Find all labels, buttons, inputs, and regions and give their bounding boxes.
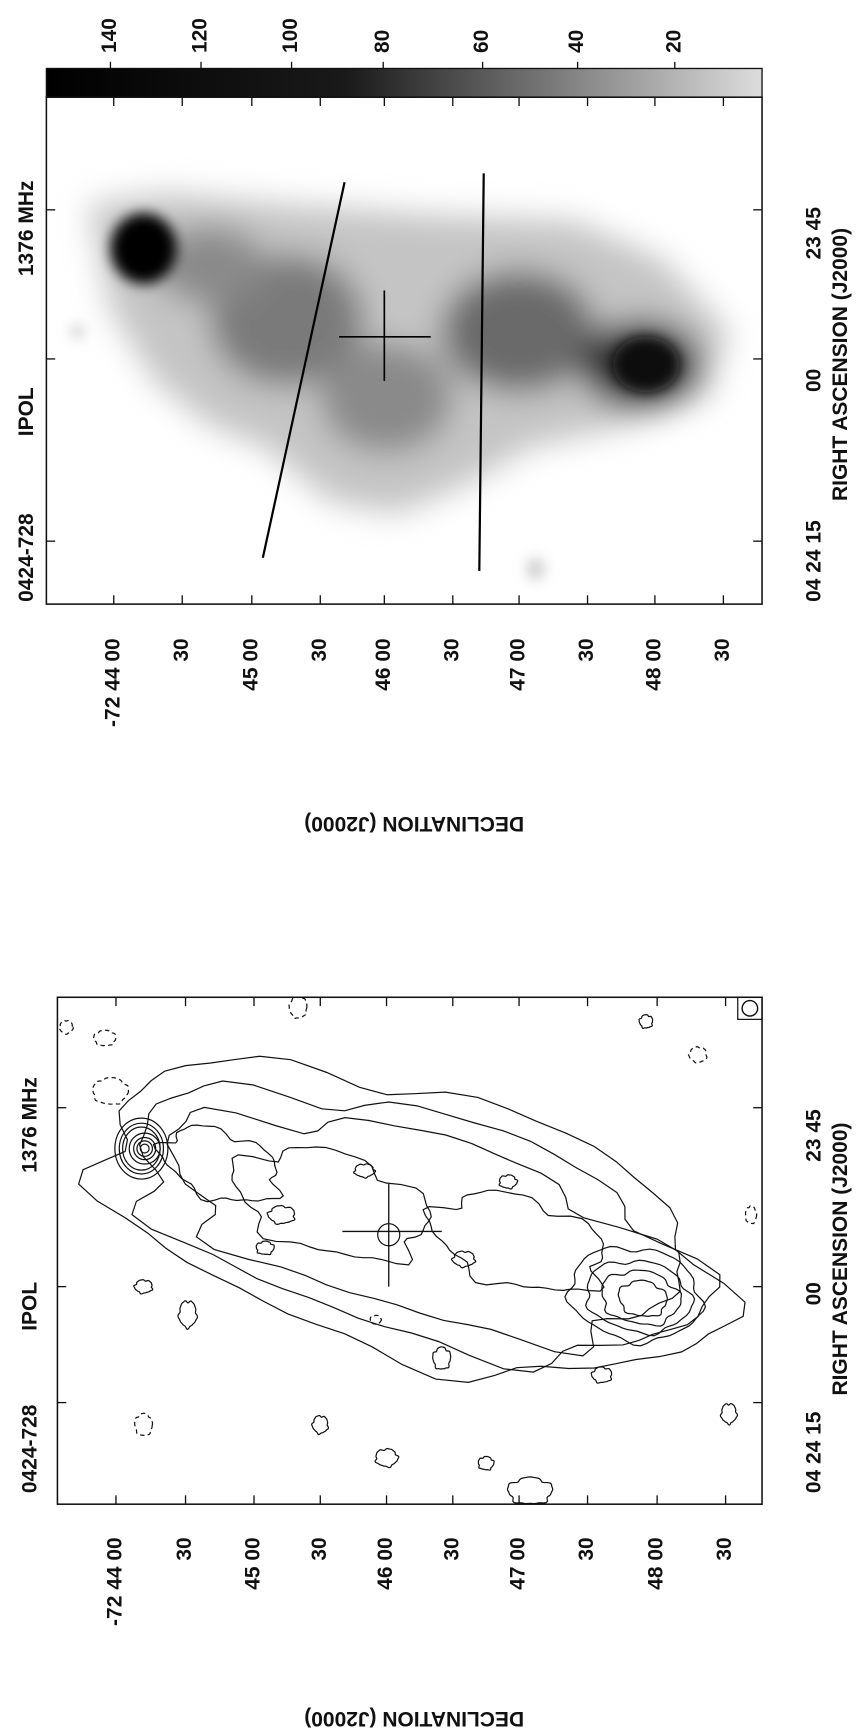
colorbar-tick-label: 120 xyxy=(189,18,212,53)
contour xyxy=(131,1080,721,1373)
panel-title: IPOL xyxy=(15,387,38,436)
contour xyxy=(92,1076,130,1105)
contour xyxy=(687,1046,708,1064)
dec-tick-label: 30 xyxy=(440,638,463,661)
contour xyxy=(177,1300,199,1331)
contour xyxy=(311,1414,330,1436)
contour xyxy=(506,1476,554,1505)
contour xyxy=(450,1250,477,1269)
contour xyxy=(477,1455,495,1471)
figure-content: 0424-728 IPOL 1376 MHz -72 44 00 30 45 00 30 46… xyxy=(15,18,852,1730)
beam-box xyxy=(737,996,763,1020)
contour xyxy=(133,1136,157,1161)
contour xyxy=(93,1029,117,1047)
contour xyxy=(77,1055,746,1383)
dec-tick-label: 30 xyxy=(308,1537,331,1560)
contour xyxy=(617,1279,668,1317)
ra-tick-label: 23 45 xyxy=(803,1109,826,1162)
colorbar-tick-label: 40 xyxy=(565,30,588,53)
dec-tick-label: 30 xyxy=(575,638,598,661)
contour xyxy=(134,1412,154,1436)
ra-tick-label: 00 xyxy=(803,1282,826,1305)
panel-title: IPOL xyxy=(18,1282,41,1331)
colorbar-tick-label: 60 xyxy=(470,30,493,53)
contour xyxy=(152,1124,285,1203)
contour xyxy=(58,1019,74,1036)
contour-map xyxy=(58,997,758,1505)
dec-tick-label: 30 xyxy=(308,638,331,661)
contour xyxy=(498,1174,519,1190)
greyscale-image xyxy=(70,173,729,580)
contour xyxy=(601,1269,683,1327)
contour xyxy=(231,1146,432,1266)
dec-tick-label: 47 00 xyxy=(507,638,530,690)
contour xyxy=(590,1366,613,1384)
panel-title: 0424-728 xyxy=(15,513,38,602)
colorbar-tick-label: 100 xyxy=(279,18,302,53)
dec-tick-label: 48 00 xyxy=(642,638,665,690)
ra-tick-label: 04 24 15 xyxy=(803,1411,826,1493)
slice-line xyxy=(478,173,485,571)
contour xyxy=(139,1143,150,1154)
dec-tick-label: 30 xyxy=(170,638,193,661)
panel-frame xyxy=(56,996,763,1505)
contour xyxy=(744,1205,758,1225)
dec-tick-label: 46 00 xyxy=(374,1537,397,1589)
dec-tick-label: 30 xyxy=(713,1537,736,1560)
dec-axis-label: DECLINATION (J2000) xyxy=(304,812,524,835)
contour xyxy=(585,1259,696,1337)
dec-tick-label: 45 00 xyxy=(239,638,262,690)
colorbar-tick-label: 80 xyxy=(371,30,394,53)
dec-tick-label: 45 00 xyxy=(242,1537,265,1589)
ra-axis-label: RIGHT ASCENSION (J2000) xyxy=(829,1122,852,1395)
panel-frame xyxy=(45,96,763,605)
dec-tick-label: 30 xyxy=(440,1537,463,1560)
colorbar-tick-label: 20 xyxy=(662,30,685,53)
contour xyxy=(121,1126,161,1171)
contour xyxy=(288,997,308,1019)
ra-axis-label: RIGHT ASCENSION (J2000) xyxy=(829,228,852,501)
dec-tick-label: 30 xyxy=(173,1537,196,1560)
ra-tick-label: 23 45 xyxy=(803,207,826,260)
dec-tick-label: 48 00 xyxy=(645,1537,668,1589)
dec-axis-label: DECLINATION (J2000) xyxy=(304,1707,524,1730)
contour xyxy=(118,1122,165,1175)
contour xyxy=(369,1314,383,1326)
ra-tick-label: 04 24 15 xyxy=(803,520,826,602)
beam xyxy=(741,999,759,1017)
contour xyxy=(166,1106,681,1357)
dec-tick-label: 30 xyxy=(711,638,734,661)
dec-tick-label: 47 00 xyxy=(507,1537,530,1589)
panel-title: 1376 MHz xyxy=(15,181,38,277)
contour xyxy=(255,1240,275,1256)
colorbar xyxy=(45,67,763,98)
panel-title: 0424-728 xyxy=(18,1404,41,1493)
dec-tick-label: 30 xyxy=(575,1537,598,1560)
contour xyxy=(564,1245,707,1347)
contour xyxy=(377,1223,401,1247)
contour xyxy=(266,1204,296,1226)
slice-line xyxy=(261,181,346,558)
contour xyxy=(353,1163,377,1179)
contour xyxy=(374,1447,400,1469)
contour xyxy=(638,1014,654,1030)
contour xyxy=(422,1189,605,1292)
contour xyxy=(114,1117,169,1180)
contour xyxy=(432,1346,452,1370)
panel-title: 1376 MHz xyxy=(18,1077,41,1173)
dec-tick-label: -72 44 00 xyxy=(104,1537,127,1626)
contour xyxy=(719,1402,739,1426)
colorbar-tick-label: 140 xyxy=(98,18,121,53)
ra-tick-label: 00 xyxy=(803,369,826,392)
contour xyxy=(133,1279,154,1295)
dec-tick-label: -72 44 00 xyxy=(101,638,124,727)
dec-tick-label: 46 00 xyxy=(372,638,395,690)
contour xyxy=(136,1140,154,1157)
